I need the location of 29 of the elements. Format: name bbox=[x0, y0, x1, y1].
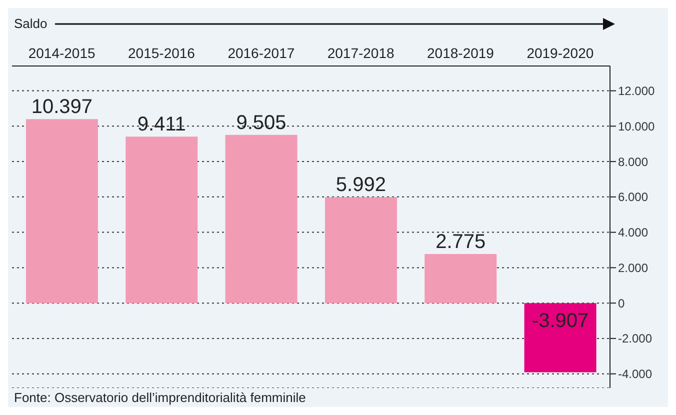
y-tick-label: 8.000 bbox=[618, 154, 648, 169]
chart-title: Saldo bbox=[14, 16, 48, 31]
y-tick-label: 2.000 bbox=[618, 260, 648, 275]
data-label: 2.775 bbox=[436, 230, 486, 253]
bar bbox=[126, 136, 198, 304]
data-label: 10.397 bbox=[31, 96, 93, 118]
y-tick-label: -2.000 bbox=[618, 332, 652, 346]
data-label: -3.907 bbox=[532, 310, 589, 332]
data-label: 5.992 bbox=[336, 174, 386, 196]
x-tick-label: 2014-2015 bbox=[28, 45, 96, 61]
y-tick-label: 10.000 bbox=[618, 119, 656, 134]
y-tick-label: 6.000 bbox=[618, 190, 648, 204]
bar bbox=[225, 134, 298, 304]
y-tick-label: 4.000 bbox=[618, 226, 648, 240]
source-note: Fonte: Osservatorio dell’imprenditorialità femminile bbox=[14, 390, 306, 405]
x-tick-label: 2016-2017 bbox=[228, 45, 295, 61]
x-tick-label: 2015-2016 bbox=[128, 45, 196, 61]
x-tick-label: 2019-2020 bbox=[526, 45, 594, 61]
bar bbox=[524, 303, 596, 372]
y-tick-label: 0 bbox=[618, 296, 625, 310]
x-tick-label: 2018-2019 bbox=[427, 45, 494, 61]
data-label: 9.411 bbox=[137, 114, 186, 136]
y-tick-label: 12.000 bbox=[618, 84, 656, 98]
bar bbox=[424, 254, 497, 304]
x-tick-label: 2017-2018 bbox=[327, 45, 395, 61]
bar bbox=[324, 197, 397, 304]
y-tick-label: -4.000 bbox=[618, 367, 652, 382]
data-label: 9.505 bbox=[236, 112, 286, 134]
bar bbox=[26, 119, 98, 304]
